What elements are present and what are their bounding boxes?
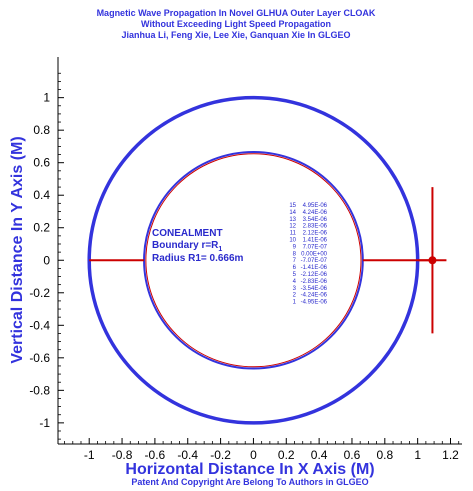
legend-value: 7.07E-07 bbox=[303, 244, 328, 250]
legend-value: 0.00E+00 bbox=[301, 251, 328, 257]
y-tick-label: -0.2 bbox=[29, 286, 50, 300]
annotation-line-2-main: Boundary r=R bbox=[152, 240, 219, 251]
wave-source bbox=[418, 187, 447, 334]
annotation-line-3: Radius R1= 0.666m bbox=[152, 253, 244, 264]
legend-level: 2 bbox=[293, 293, 297, 299]
y-tick-label: 0.8 bbox=[33, 123, 50, 137]
axes bbox=[57, 57, 462, 445]
y-tick-label: 0.4 bbox=[33, 188, 50, 202]
y-tick-label: 1 bbox=[43, 91, 50, 105]
legend-value: -1.41E-06 bbox=[301, 265, 328, 271]
legend-value: 1.41E-06 bbox=[303, 238, 328, 244]
x-tick-label: 0.8 bbox=[376, 448, 393, 462]
annotation-line-2: Boundary r=R1 bbox=[152, 240, 222, 253]
chart-title-line-3: Jianhua Li, Feng Xie, Lee Xie, Ganquan X… bbox=[121, 30, 350, 40]
legend-level: 6 bbox=[293, 265, 297, 271]
legend-value: 3.54E-06 bbox=[303, 217, 328, 223]
legend-level: 10 bbox=[289, 238, 296, 244]
legend-value: 2.83E-06 bbox=[303, 224, 328, 230]
annotation-line-1: CONEALMENT bbox=[152, 228, 223, 239]
legend-level: 12 bbox=[289, 224, 296, 230]
legend-value: 2.12E-06 bbox=[303, 231, 328, 237]
x-tick-label: -0.4 bbox=[177, 448, 198, 462]
y-tick-label: -1 bbox=[39, 416, 50, 430]
legend-value: 4.24E-06 bbox=[303, 210, 328, 216]
y-axis-ticks: -1 -0.8 -0.6 -0.4 -0.2 0 0.2 0.4 0.6 0.8 1 bbox=[29, 72, 64, 440]
x-tick-label: 0.6 bbox=[344, 448, 361, 462]
x-tick-label: -0.6 bbox=[145, 448, 166, 462]
legend-value: -7.07E-07 bbox=[301, 258, 328, 264]
x-tick-label: -0.8 bbox=[112, 448, 133, 462]
legend-level: 15 bbox=[289, 203, 296, 209]
x-tick-label: 1 bbox=[414, 448, 421, 462]
legend-value: -3.54E-06 bbox=[301, 286, 328, 292]
source-point bbox=[428, 256, 437, 265]
y-axis-label: Vertical Distance In Y Axis (M) bbox=[9, 136, 26, 363]
x-tick-label: -1 bbox=[84, 448, 95, 462]
legend-level: 11 bbox=[290, 231, 297, 237]
legend-value: -4.24E-06 bbox=[301, 293, 328, 299]
chart-title-line-1: Magnetic Wave Propagation In Novel GLHUA… bbox=[97, 8, 376, 18]
legend-value: -4.95E-06 bbox=[301, 300, 328, 306]
legend-value: -2.83E-06 bbox=[301, 279, 328, 285]
legend-level: 8 bbox=[293, 251, 297, 257]
copyright-footer: Patent And Copyright Are Belong To Autho… bbox=[131, 477, 368, 487]
chart-title-line-2: Without Exceeding Light Speed Propagatio… bbox=[141, 19, 331, 29]
legend-level: 9 bbox=[293, 244, 297, 250]
x-tick-label: -0.2 bbox=[210, 448, 231, 462]
x-axis-ticks: -1 -0.8 -0.6 -0.4 -0.2 0 0.2 0.4 0.6 0.8 1 1.2 bbox=[64, 438, 459, 462]
legend-level: 13 bbox=[289, 217, 296, 223]
legend-value: -2.12E-06 bbox=[301, 272, 328, 278]
legend-level: 14 bbox=[289, 210, 296, 216]
x-tick-label: 0.4 bbox=[311, 448, 328, 462]
x-axis-label: Horizontal Distance In X Axis (M) bbox=[125, 461, 374, 478]
legend-level: 1 bbox=[293, 300, 297, 306]
legend-level: 4 bbox=[293, 279, 297, 285]
y-tick-label: -0.4 bbox=[29, 318, 50, 332]
x-tick-label: 1.2 bbox=[442, 448, 459, 462]
legend-level: 7 bbox=[293, 258, 297, 264]
legend-level: 3 bbox=[293, 286, 297, 292]
y-tick-label: -0.6 bbox=[29, 351, 50, 365]
inner-wavefront-circle bbox=[145, 153, 362, 368]
y-tick-label: 0.2 bbox=[33, 221, 50, 235]
y-tick-label: 0 bbox=[43, 253, 50, 267]
legend-value: 4.95E-06 bbox=[303, 203, 328, 209]
x-tick-label: 0 bbox=[250, 448, 257, 462]
legend-level: 5 bbox=[293, 272, 297, 278]
y-tick-label: 0.6 bbox=[33, 156, 50, 170]
x-tick-label: 0.2 bbox=[278, 448, 295, 462]
annotation-line-2-subscript: 1 bbox=[218, 246, 222, 253]
y-tick-label: -0.8 bbox=[29, 383, 50, 397]
